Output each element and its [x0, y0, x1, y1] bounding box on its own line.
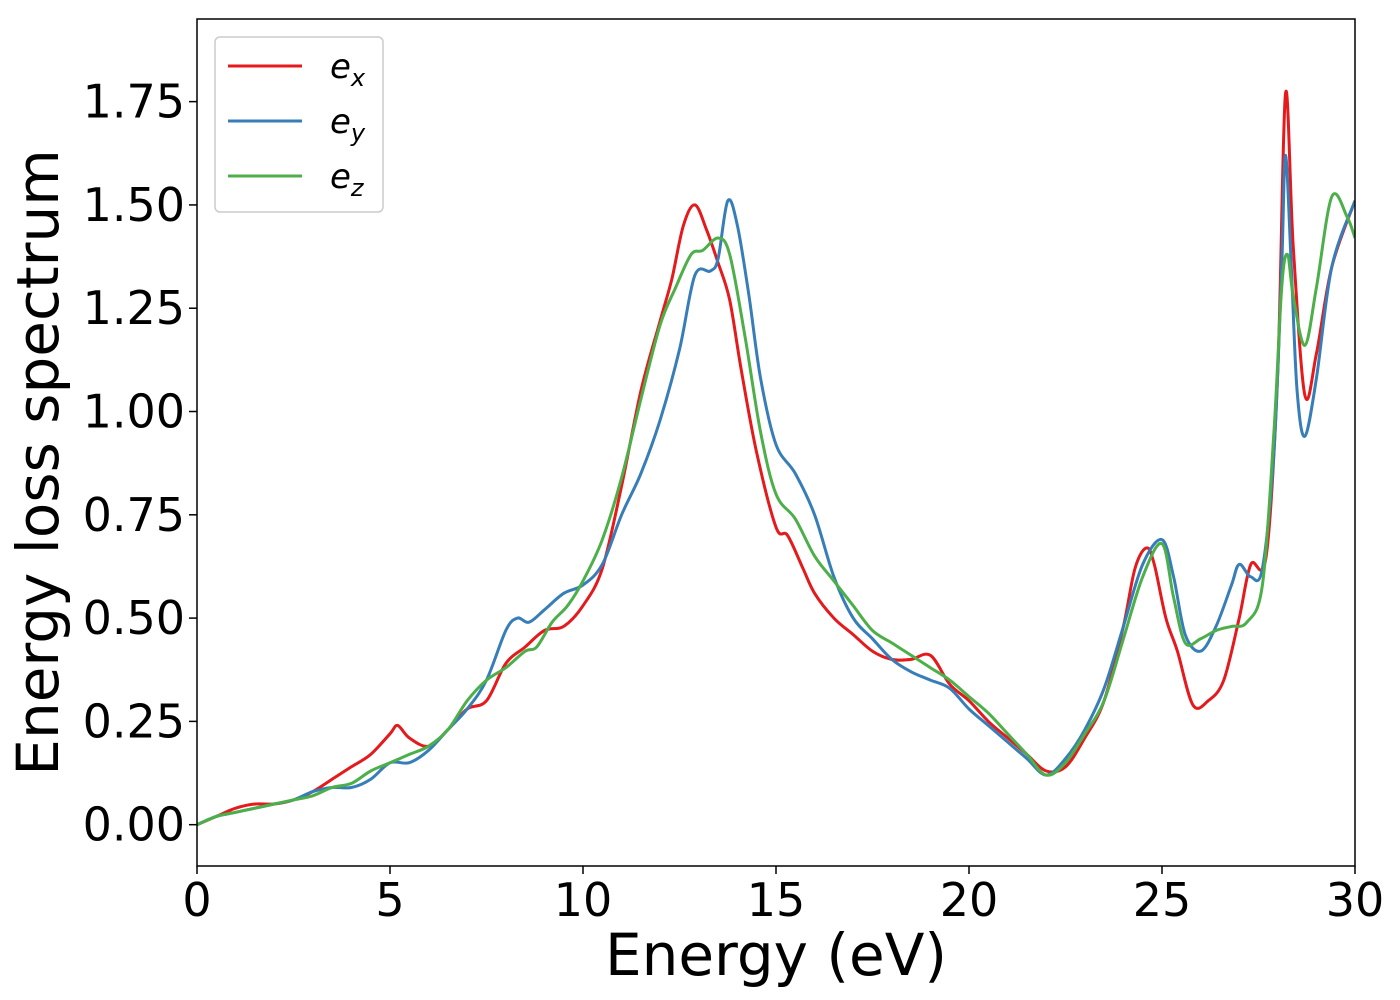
- legend-label-y: ey: [330, 102, 366, 147]
- series-line-x: [197, 89, 1355, 827]
- x-tick-label: 15: [747, 873, 806, 927]
- x-tick-label: 10: [554, 873, 613, 927]
- y-tick-label: 1.50: [83, 178, 185, 232]
- y-tick-label: 0.50: [83, 591, 185, 645]
- x-tick-label: 0: [182, 873, 211, 927]
- y-tick-label: 1.75: [83, 75, 185, 129]
- y-tick-label: 1.00: [83, 385, 185, 439]
- series-line-y: [197, 153, 1355, 827]
- legend: ex ey ez: [214, 36, 384, 213]
- y-tick-label: 0.00: [83, 798, 185, 852]
- y-tick-label: 0.75: [83, 488, 185, 542]
- ticks-layer: 0 5 10 15 20 25 30 0.00 0.25 0.50 0.75 1.00 1.25 1.50…: [83, 75, 1385, 927]
- x-axis-title: Energy (eV): [605, 921, 947, 989]
- x-tick-label: 20: [940, 873, 999, 927]
- y-tick-label: 1.25: [83, 281, 185, 335]
- legend-box: [214, 36, 384, 213]
- legend-label-z: ez: [330, 157, 365, 202]
- y-tick-label: 0.25: [83, 694, 185, 748]
- series-line-z: [197, 192, 1355, 827]
- x-tick-label: 5: [375, 873, 404, 927]
- x-tick-label: 30: [1326, 873, 1385, 927]
- x-tick-label: 25: [1133, 873, 1192, 927]
- series-layer: [197, 89, 1355, 827]
- y-axis-title: Energy loss spectrum: [4, 149, 72, 775]
- legend-label-x: ex: [330, 47, 366, 92]
